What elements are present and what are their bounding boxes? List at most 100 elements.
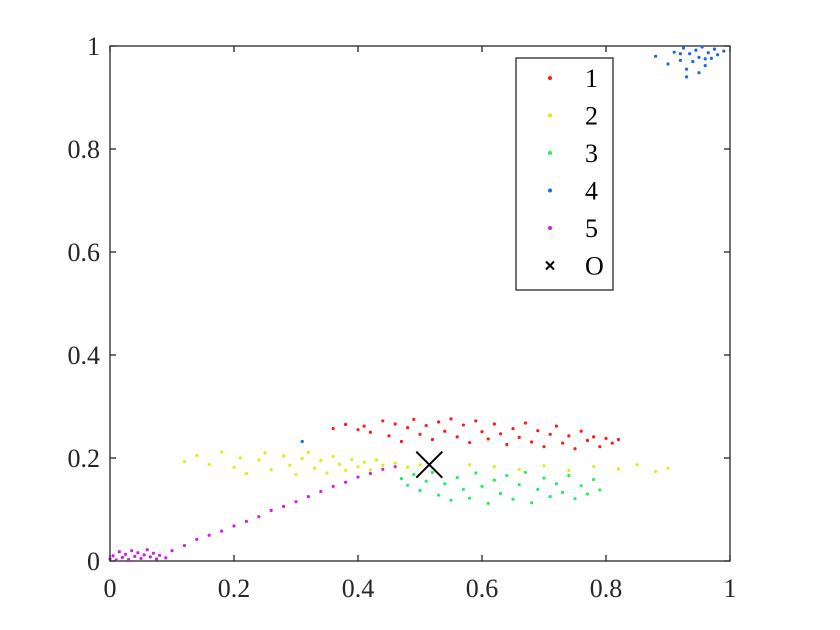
series-O bbox=[415, 450, 444, 479]
data-point bbox=[244, 519, 248, 523]
data-point bbox=[548, 495, 552, 499]
data-point bbox=[455, 475, 459, 480]
data-point bbox=[381, 463, 385, 467]
data-point bbox=[399, 477, 403, 481]
data-point bbox=[220, 529, 224, 533]
data-point bbox=[257, 458, 261, 462]
data-point bbox=[164, 556, 168, 560]
data-point bbox=[331, 484, 335, 488]
data-point bbox=[474, 471, 478, 475]
data-point bbox=[505, 443, 509, 447]
y-tick-label: 0.8 bbox=[68, 135, 101, 164]
data-point bbox=[468, 440, 472, 445]
data-point bbox=[344, 480, 348, 484]
y-tick-label: 0.6 bbox=[68, 238, 101, 267]
data-point bbox=[319, 489, 323, 494]
data-point bbox=[145, 548, 149, 552]
data-point bbox=[412, 417, 416, 421]
data-point bbox=[269, 468, 273, 472]
data-point bbox=[393, 461, 397, 465]
data-point bbox=[257, 515, 261, 519]
data-point bbox=[579, 484, 583, 488]
data-point bbox=[474, 419, 478, 423]
data-point bbox=[387, 434, 391, 438]
data-point bbox=[393, 422, 397, 426]
data-point bbox=[406, 483, 410, 487]
data-point bbox=[120, 555, 124, 559]
data-point bbox=[585, 438, 590, 443]
data-point bbox=[300, 439, 304, 444]
data-point bbox=[130, 549, 134, 553]
data-point bbox=[579, 429, 583, 433]
data-point bbox=[703, 63, 707, 68]
data-point bbox=[685, 67, 689, 71]
legend-marker bbox=[548, 226, 552, 230]
data-point bbox=[424, 423, 428, 428]
data-point bbox=[381, 467, 385, 471]
data-point bbox=[536, 487, 540, 492]
data-point bbox=[148, 555, 152, 559]
data-point bbox=[492, 465, 496, 469]
data-point bbox=[573, 447, 577, 451]
data-point bbox=[362, 460, 366, 464]
data-point bbox=[691, 59, 695, 64]
legend-marker bbox=[548, 76, 552, 80]
data-point bbox=[142, 553, 146, 557]
data-point bbox=[517, 435, 521, 439]
data-point bbox=[207, 462, 211, 466]
data-point bbox=[412, 472, 416, 477]
data-point bbox=[430, 437, 434, 442]
data-point bbox=[406, 465, 410, 469]
data-point bbox=[294, 472, 298, 477]
data-point bbox=[688, 52, 692, 56]
data-point bbox=[592, 435, 596, 439]
data-point bbox=[536, 429, 540, 433]
data-point bbox=[681, 46, 686, 50]
data-point bbox=[117, 550, 121, 554]
data-point bbox=[127, 557, 131, 562]
data-point bbox=[207, 533, 211, 537]
data-point bbox=[592, 465, 596, 469]
data-point bbox=[635, 463, 639, 467]
axes-box bbox=[109, 45, 731, 562]
data-point bbox=[325, 471, 329, 475]
data-point bbox=[282, 454, 286, 458]
data-point bbox=[381, 419, 385, 423]
data-point bbox=[666, 62, 670, 66]
data-point bbox=[598, 445, 602, 449]
y-tick-label: 1 bbox=[87, 32, 100, 61]
data-point bbox=[263, 451, 267, 455]
legend-marker-x bbox=[545, 260, 555, 271]
data-point bbox=[288, 463, 292, 467]
data-point bbox=[561, 441, 565, 445]
data-point bbox=[523, 470, 528, 475]
data-point bbox=[399, 439, 403, 444]
data-point bbox=[331, 427, 335, 431]
data-point bbox=[530, 440, 534, 444]
data-point bbox=[136, 551, 140, 555]
x-tick-label: 0.8 bbox=[590, 574, 623, 603]
data-point bbox=[443, 429, 447, 433]
data-point bbox=[461, 487, 465, 492]
data-point bbox=[437, 420, 441, 424]
series-2 bbox=[182, 450, 670, 477]
data-point bbox=[585, 492, 590, 496]
legend-marker bbox=[548, 151, 552, 155]
y-tick-label: 0.4 bbox=[68, 341, 101, 370]
data-point bbox=[697, 71, 701, 75]
data-point bbox=[418, 463, 422, 467]
data-point bbox=[195, 537, 199, 541]
y-tick-label: 0 bbox=[87, 547, 100, 576]
data-point bbox=[492, 478, 496, 482]
data-point bbox=[706, 51, 710, 55]
data-point bbox=[505, 473, 509, 478]
data-point bbox=[492, 422, 496, 426]
data-point bbox=[232, 465, 236, 469]
data-point bbox=[244, 471, 248, 476]
data-point bbox=[548, 432, 552, 436]
data-point bbox=[598, 488, 602, 492]
data-point bbox=[523, 421, 528, 425]
data-point bbox=[319, 458, 323, 463]
data-point bbox=[703, 57, 707, 61]
data-point bbox=[269, 508, 273, 513]
